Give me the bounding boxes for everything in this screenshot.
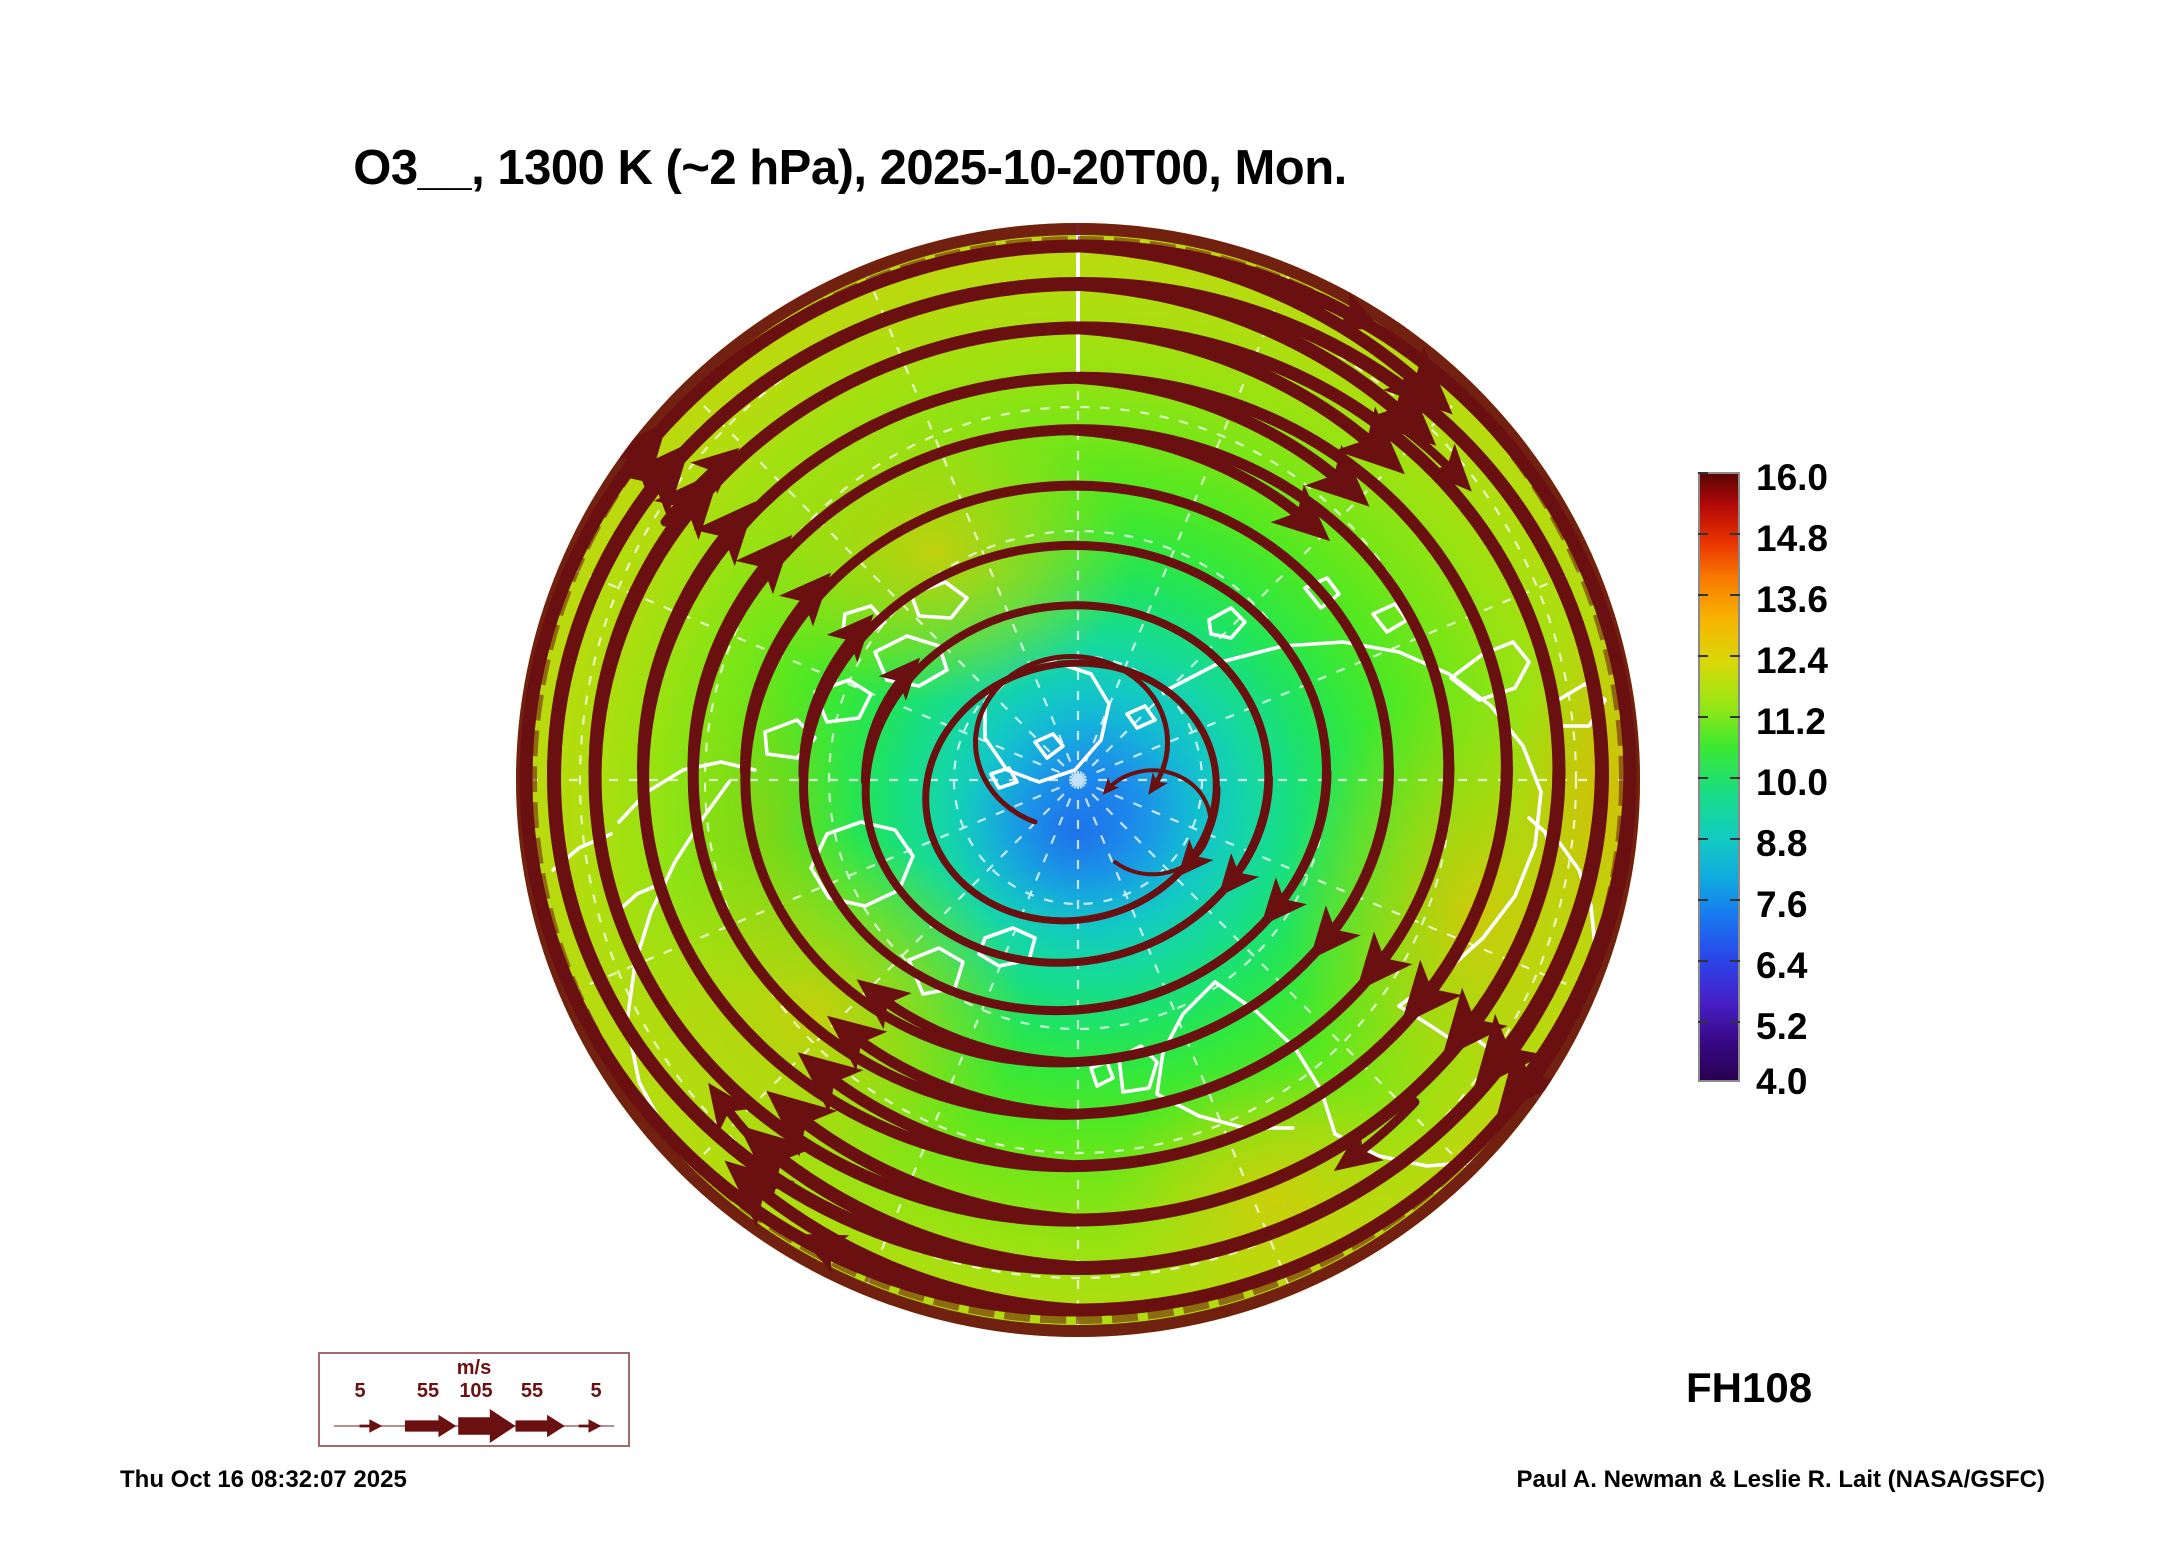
- generation-timestamp: Thu Oct 16 08:32:07 2025: [120, 1466, 407, 1493]
- colorbar-label: 7.6: [1756, 884, 1808, 925]
- colorbar-label: 13.6: [1756, 579, 1829, 620]
- colorbar-tick: [1730, 838, 1740, 840]
- colorbar-tick: [1698, 594, 1708, 596]
- colorbar-tick: [1730, 533, 1740, 535]
- colorbar-label: 11.2: [1756, 701, 1826, 742]
- colorbar-tick: [1730, 777, 1740, 779]
- colorbar-label: 14.8: [1756, 518, 1829, 559]
- colorbar-tick: [1730, 594, 1740, 596]
- colorbar-tick: [1698, 716, 1708, 718]
- colorbar-label: 4.0: [1756, 1061, 1808, 1102]
- forecast-hour-label: FH108: [1686, 1364, 1813, 1411]
- map-rim: [516, 223, 1640, 1337]
- colorbar-label: 6.4: [1756, 945, 1808, 986]
- polar-stereographic-map: [516, 223, 1640, 1337]
- colorbar-tick: [1730, 899, 1740, 901]
- wind-value: 55: [520, 1380, 544, 1402]
- wind-value: 105: [459, 1380, 493, 1402]
- author-credit: Paul A. Newman & Leslie R. Lait (NASA/GS…: [1516, 1466, 2045, 1493]
- wind-value: 55: [416, 1380, 440, 1402]
- colorbar-tick: [1698, 899, 1708, 901]
- colorbar-label: 12.4: [1756, 640, 1829, 681]
- colorbar-label: 16.0: [1756, 457, 1829, 498]
- page-title: O3__, 1300 K (~2 hPa), 2025-10-20T00, Mo…: [353, 141, 1347, 195]
- map-disc: [515, 222, 1641, 1338]
- colorbar-tick: [1698, 838, 1708, 840]
- colorbar: 16.0 14.8 13.6 12.4 11.2 10.0 8.8 7.6 6.…: [1698, 457, 1948, 1102]
- colorbar-tick: [1730, 655, 1740, 657]
- colorbar-tick: [1698, 472, 1708, 474]
- colorbar-tick: [1730, 1021, 1740, 1023]
- wind-value: 5: [354, 1380, 366, 1402]
- wind-unit-label: m/s: [456, 1357, 492, 1379]
- colorbar-label: 10.0: [1756, 762, 1829, 803]
- colorbar-tick: [1698, 655, 1708, 657]
- wind-arrow-scale: [333, 1409, 615, 1443]
- map-rim-inner: [529, 236, 1627, 1324]
- polar-map-panel: [515, 222, 1641, 1338]
- colorbar-tick: [1698, 960, 1708, 962]
- colorbar-tick: [1730, 960, 1740, 962]
- colorbar-label: 8.8: [1756, 823, 1808, 864]
- wind-value: 5: [590, 1380, 602, 1402]
- colorbar-tick: [1698, 777, 1708, 779]
- colorbar-tick: [1698, 533, 1708, 535]
- colorbar-label: 5.2: [1756, 1006, 1808, 1047]
- colorbar-tick: [1730, 716, 1740, 718]
- colorbar-tick: [1698, 1021, 1708, 1023]
- wind-speed-legend: m/s 5 55 105 55 5: [318, 1352, 630, 1447]
